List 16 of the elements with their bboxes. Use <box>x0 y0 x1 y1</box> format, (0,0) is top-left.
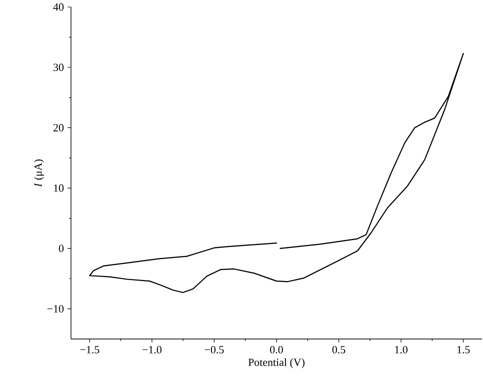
x-tick-label: −1.0 <box>142 346 162 354</box>
y-tick-label: 20 <box>54 124 64 132</box>
x-tick-label: −1.5 <box>80 346 100 354</box>
x-axis-title: Potential (V) <box>248 358 304 368</box>
x-tick-label: −0.5 <box>204 346 224 354</box>
y-axis-title: I (μA) <box>34 160 44 187</box>
line-series <box>89 52 464 294</box>
y-tick-label: 40 <box>53 3 64 11</box>
y-tick-label: 10 <box>54 184 64 192</box>
y-tick-label: 0 <box>58 244 64 252</box>
y-tick-label: 30 <box>54 64 64 72</box>
x-tick-label: 0.0 <box>270 346 283 354</box>
x-tick-label: 1.0 <box>395 346 408 354</box>
y-tick-label: −10 <box>47 305 64 313</box>
x-tick-label: 0.5 <box>332 346 346 354</box>
x-tick-label: 1.5 <box>457 346 470 354</box>
